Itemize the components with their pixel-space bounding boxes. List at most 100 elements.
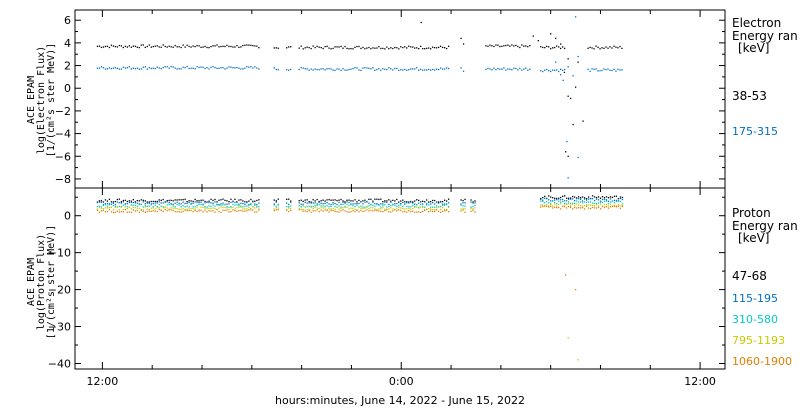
proton-series-1-point: [188, 200, 190, 202]
proton-series-2-point: [398, 201, 400, 203]
proton-series-4-point: [384, 208, 386, 210]
electron-series-2-point: [136, 67, 138, 69]
electron-series-2-point: [120, 68, 123, 70]
proton-series-4-point: [575, 203, 578, 205]
proton-series-1-point: [318, 200, 320, 203]
proton-series-1-point: [575, 197, 578, 199]
proton-series-1-point: [470, 199, 472, 201]
proton-series-1-point: [194, 198, 196, 201]
electron-series-2-point: [418, 69, 420, 71]
proton-series-3-point: [402, 205, 404, 208]
proton-series-5-point: [324, 209, 326, 211]
electron-series-2-point: [460, 67, 462, 69]
proton-series-1-point: [148, 201, 150, 203]
proton-series-4-point: [556, 205, 558, 207]
electron-panel-frame: [74, 9, 726, 189]
proton-series-3-point: [182, 205, 184, 207]
proton-series-3-point: [126, 205, 128, 208]
electron-series-1-point: [567, 58, 569, 60]
electron-series-1-point: [613, 45, 615, 47]
proton-series-3-point: [208, 205, 210, 207]
electron-series-2-point: [513, 67, 515, 69]
proton-series-2-point: [336, 203, 338, 206]
proton-series-2-point: [98, 201, 101, 203]
proton-series-5-point: [613, 205, 616, 207]
electron-series-1-point: [434, 46, 436, 49]
proton-series-3-point: [168, 203, 170, 205]
electron-series-1-point: [236, 44, 238, 47]
proton-series-2-point: [290, 201, 292, 204]
proton-series-1-point: [106, 200, 109, 202]
electron-series-1-point: [521, 44, 523, 46]
electron-series-1-point: [182, 44, 184, 46]
electron-series-1-point: [228, 45, 230, 48]
proton-series-3-point: [346, 203, 348, 206]
electron-series-1-point: [230, 45, 232, 48]
proton-series-2-point: [599, 200, 602, 202]
proton-series-1-point: [320, 200, 322, 202]
electron-series-1-point: [567, 155, 569, 157]
proton-series-2-point: [188, 201, 190, 204]
proton-series-1-point: [326, 199, 328, 201]
proton-series-5-point: [358, 211, 360, 213]
electron-series-2-point: [362, 67, 364, 69]
proton-series-2-point: [273, 203, 275, 205]
electron-y-tick-label: −6: [55, 150, 71, 163]
electron-series-1-point: [558, 46, 560, 48]
proton-series-3-point: [464, 205, 466, 207]
proton-series-3-point: [613, 202, 616, 204]
proton-series-3-point: [158, 203, 160, 206]
proton-panel-frame: [74, 187, 726, 370]
proton-series-1-point: [410, 200, 412, 203]
proton-legend-entry-1: 47-68: [732, 269, 767, 283]
proton-series-3-point: [224, 203, 226, 206]
electron-series-1-point: [554, 46, 556, 49]
proton-series-2-point: [344, 202, 346, 204]
electron-series-2-point: [324, 69, 326, 71]
x-ticks: 12:00 0:00 12:00: [87, 10, 716, 388]
electron-series-2-point: [166, 65, 168, 68]
proton-series-4-point: [595, 204, 598, 206]
proton-series-2-point: [474, 202, 476, 204]
proton-series-1-point: [619, 196, 622, 198]
proton-series-3-point: [439, 205, 442, 208]
proton-series-5-point: [436, 209, 438, 211]
proton-series-4-point: [607, 205, 610, 207]
proton-series-5-point: [100, 210, 103, 212]
proton-y-tick-label: 0: [64, 210, 71, 223]
proton-series-4-point: [548, 205, 550, 207]
electron-series-1-point: [234, 46, 236, 48]
proton-series-3-point: [98, 205, 101, 207]
proton-series-1-point: [408, 201, 410, 203]
proton-series-4-point: [571, 203, 574, 205]
electron-series-2-point: [550, 70, 552, 73]
proton-series-2-point: [424, 201, 426, 203]
proton-series-4-point: [609, 203, 612, 206]
proton-series-2-point: [186, 202, 188, 204]
proton-series-4-point: [318, 207, 320, 209]
proton-series-3-point: [306, 205, 308, 208]
proton-series-4-point: [348, 208, 350, 210]
electron-series-1-point: [567, 95, 569, 97]
proton-series-2-point: [192, 202, 194, 204]
electron-series-1-point: [376, 47, 378, 49]
proton-series-2-point: [540, 198, 542, 201]
proton-series-3-point: [196, 204, 198, 206]
proton-series-1-point: [166, 199, 168, 202]
proton-series-5-point: [414, 211, 416, 213]
proton-series-1-point: [142, 199, 144, 201]
electron-series-1-point: [519, 46, 521, 49]
electron-series-2-point: [288, 69, 290, 71]
electron-series-1-point: [340, 45, 342, 48]
proton-series-2-point: [432, 201, 434, 204]
electron-series-2-point: [574, 16, 577, 18]
electron-series-2-point: [220, 67, 222, 69]
proton-series-2-point: [422, 203, 424, 205]
proton-series-2-point: [256, 203, 258, 206]
proton-series-1-point: [322, 199, 324, 201]
proton-series-4-point: [144, 206, 146, 208]
proton-series-1-point: [174, 199, 176, 201]
proton-series-2-point: [222, 202, 224, 204]
proton-series-1-point: [378, 198, 380, 201]
proton-series-3-point: [212, 204, 214, 206]
